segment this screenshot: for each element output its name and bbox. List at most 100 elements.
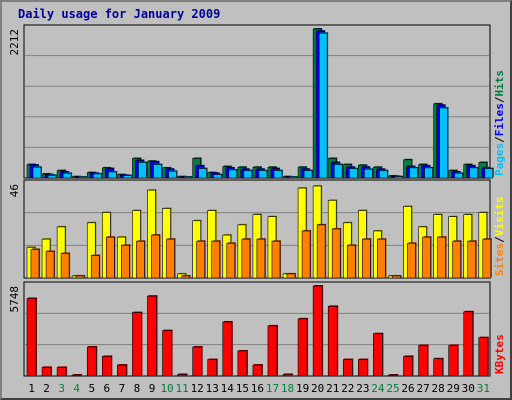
bar-depth — [290, 176, 299, 177]
bar-pages-day-9 — [153, 164, 162, 179]
bar-sites-day-2 — [45, 251, 55, 279]
bar-kbytes-day-10 — [162, 330, 172, 377]
bar-sites-day-25 — [392, 275, 401, 279]
bar-sites-day-9 — [151, 234, 160, 279]
bar-pages-day-1 — [32, 166, 42, 179]
bar-kbytes-day-18 — [282, 374, 293, 377]
bar-pages-day-31 — [484, 168, 494, 179]
bar-sites-day-7 — [121, 245, 130, 279]
chart-title: Daily usage for January 2009 — [18, 7, 221, 21]
bar-pages-day-17 — [273, 170, 283, 179]
x-tick-label-day-26: 26 — [401, 382, 414, 395]
bar-kbytes-day-3 — [56, 367, 67, 377]
bar-sites-day-13 — [211, 240, 221, 279]
bar-pages-day-5 — [92, 173, 102, 179]
x-tick-label-day-18: 18 — [281, 382, 294, 395]
bar-kbytes-day-8 — [132, 312, 142, 377]
x-tick-label-day-2: 2 — [43, 382, 50, 395]
x-tick-label-day-1: 1 — [28, 382, 35, 395]
x-tick-label-day-13: 13 — [206, 382, 219, 395]
bar-kbytes-day-15 — [237, 350, 248, 377]
legend-hits-files-pages: Pages/Files/Hits — [493, 70, 506, 176]
x-tick-label-day-30: 30 — [462, 382, 475, 395]
bar-sites-day-11 — [181, 275, 190, 279]
x-tick-label-day-22: 22 — [341, 382, 354, 395]
bar-kbytes-day-17 — [267, 325, 278, 377]
x-tick-label-day-4: 4 — [73, 382, 80, 395]
bar-kbytes-day-14 — [222, 321, 233, 377]
x-tick-label-day-21: 21 — [326, 382, 339, 395]
bar-kbytes-day-12 — [192, 346, 202, 377]
x-tick-label-day-8: 8 — [134, 382, 141, 395]
bar-kbytes-day-31 — [478, 337, 489, 377]
x-tick-label-day-9: 9 — [149, 382, 156, 395]
bar-pages-day-27 — [424, 167, 433, 179]
bar-pages-day-15 — [243, 170, 253, 179]
ymax-label-kbytes: 5748 — [8, 286, 21, 313]
ymax-label-visits-sites: 46 — [8, 184, 21, 197]
bar-depth — [79, 176, 88, 177]
bar-depth — [73, 374, 83, 375]
legend-separator: / — [493, 96, 506, 103]
bar-kbytes-day-2 — [41, 367, 52, 377]
bar-sites-day-17 — [271, 240, 281, 279]
x-tick-label-day-19: 19 — [296, 382, 309, 395]
bar-sites-day-1 — [30, 249, 40, 279]
x-tick-label-day-10: 10 — [160, 382, 173, 395]
bar-kbytes-day-20 — [312, 285, 323, 377]
x-tick-label-day-31: 31 — [477, 382, 490, 395]
bar-pages-day-11 — [183, 176, 192, 179]
bar-sites-day-14 — [226, 242, 236, 279]
x-tick-label-day-28: 28 — [432, 382, 445, 395]
x-tick-label-day-29: 29 — [447, 382, 460, 395]
bar-pages-day-20 — [318, 32, 328, 179]
bar-kbytes-day-4 — [71, 374, 82, 377]
bar-kbytes-day-13 — [207, 359, 218, 377]
bar-sites-day-24 — [377, 238, 386, 279]
bar-sites-day-23 — [362, 238, 371, 279]
bar-pages-day-13 — [213, 174, 223, 179]
bar-pages-day-2 — [47, 175, 57, 179]
bar-kbytes-day-9 — [147, 295, 157, 377]
bar-sites-day-30 — [467, 240, 477, 279]
x-tick-label-day-17: 17 — [266, 382, 279, 395]
bar-kbytes-day-5 — [86, 346, 97, 377]
bar-kbytes-day-30 — [463, 311, 474, 377]
bar-depth — [184, 176, 193, 177]
bar-pages-day-30 — [469, 167, 479, 179]
bar-sites-day-4 — [75, 275, 85, 279]
bar-kbytes-day-25 — [388, 374, 398, 377]
bar-pages-day-12 — [198, 168, 207, 179]
bar-sites-day-15 — [241, 238, 251, 279]
legend-item-hits: Hits — [493, 70, 506, 97]
legend-item-sites: Sites — [493, 243, 506, 276]
bar-sites-day-26 — [407, 242, 416, 279]
bar-kbytes-day-19 — [297, 318, 308, 377]
bar-sites-day-27 — [422, 236, 431, 279]
plot-area-hits-files-pages — [23, 24, 491, 179]
bar-sites-day-20 — [316, 224, 326, 279]
bar-pages-day-8 — [138, 162, 147, 179]
ymax-label-hits-files-pages: 2212 — [8, 29, 21, 56]
bar-pages-day-4 — [77, 176, 87, 179]
bar-sites-day-28 — [437, 236, 446, 279]
bar-sites-day-5 — [90, 255, 100, 279]
bar-kbytes-day-11 — [177, 374, 187, 377]
bar-pages-day-16 — [258, 170, 268, 179]
x-tick-label-day-23: 23 — [356, 382, 369, 395]
bar-pages-day-6 — [108, 171, 117, 179]
x-tick-label-day-5: 5 — [88, 382, 95, 395]
x-tick-label-day-20: 20 — [311, 382, 324, 395]
bar-kbytes-day-6 — [102, 356, 112, 377]
bar-kbytes-day-27 — [418, 345, 428, 377]
bar-sites-day-22 — [346, 245, 356, 279]
bar-pages-day-7 — [123, 175, 132, 179]
x-tick-label-day-27: 27 — [416, 382, 429, 395]
x-tick-label-day-14: 14 — [221, 382, 235, 395]
bar-sites-day-18 — [286, 273, 296, 279]
bar-pages-day-24 — [379, 170, 388, 179]
bar-kbytes-day-16 — [252, 364, 263, 377]
x-tick-label-day-3: 3 — [58, 382, 65, 395]
bar-pages-day-22 — [348, 168, 358, 179]
